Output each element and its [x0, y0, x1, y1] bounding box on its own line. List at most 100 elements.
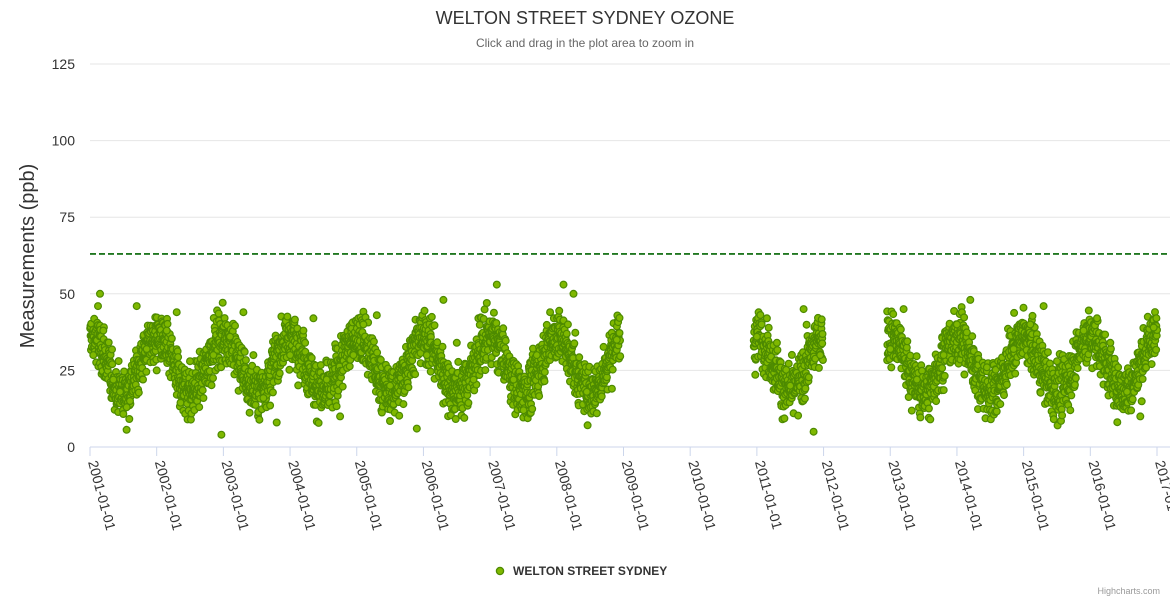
data-point-2149 [563, 320, 572, 329]
data-point-3080 [968, 332, 977, 341]
data-point-2623 [802, 320, 811, 329]
data-point-3920 [132, 302, 141, 311]
x-tick-label-2010: 2010-01-01 [685, 459, 719, 533]
data-point-3943 [399, 400, 408, 409]
x-tick-label-2014: 2014-01-01 [952, 459, 986, 533]
data-point-3420 [1043, 348, 1052, 357]
legend-marker [495, 566, 505, 576]
data-point-3961 [762, 314, 771, 323]
data-point-3967 [886, 345, 895, 354]
data-point-3925 [186, 357, 195, 366]
data-point-3962 [772, 338, 781, 347]
data-point-3983 [1106, 338, 1115, 347]
data-point-3929 [226, 332, 235, 341]
data-point-3968 [899, 305, 908, 314]
data-point-2633 [804, 373, 813, 382]
data-point-3985 [1136, 412, 1145, 421]
data-point-2045 [540, 368, 549, 377]
data-point-822 [268, 388, 277, 397]
data-point-700 [241, 356, 250, 365]
data-point-3927 [209, 351, 218, 360]
data-point-2382 [615, 313, 624, 322]
data-point-897 [285, 365, 294, 374]
data-point-1549 [430, 321, 439, 330]
x-tick-label-2004: 2004-01-01 [285, 459, 319, 533]
x-tick-label-2017: 2017-01-01 [1152, 459, 1170, 533]
data-point-3981 [1079, 326, 1088, 335]
data-point-2392 [751, 370, 760, 379]
y-tick-label-50: 50 [59, 286, 75, 302]
data-point-2557 [787, 350, 796, 359]
data-point-3554 [1073, 364, 1082, 373]
data-point-1291 [373, 348, 382, 357]
data-point-596 [218, 298, 227, 307]
data-point-1778 [481, 366, 490, 375]
data-point-887 [283, 312, 292, 321]
data-point-3526 [1067, 391, 1076, 400]
data-point-3965 [809, 427, 818, 436]
legend[interactable]: WELTON STREET SYDNEY [495, 564, 667, 578]
y-axis-label: Measurements (ppb) [17, 164, 39, 349]
legend-item-label[interactable]: WELTON STREET SYDNEY [513, 564, 667, 578]
credits-link[interactable]: Highcharts.com [1097, 586, 1160, 596]
data-point-3930 [239, 308, 248, 317]
data-point-3273 [1011, 369, 1020, 378]
data-point-3939 [349, 351, 358, 360]
data-point-150 [119, 410, 128, 419]
data-point-98 [107, 345, 116, 354]
data-point-3947 [452, 338, 461, 347]
data-point-2788 [903, 337, 912, 346]
chart-subtitle: Click and drag in the plot area to zoom … [476, 36, 694, 50]
data-point-3945 [422, 351, 431, 360]
data-point-3949 [482, 299, 491, 308]
data-point-3938 [336, 412, 345, 421]
data-point-3971 [939, 351, 948, 360]
data-point-2144 [562, 329, 571, 338]
data-point-3924 [172, 308, 181, 317]
data-point-2885 [924, 404, 933, 413]
data-point-3977 [1026, 320, 1035, 329]
data-point-2416 [756, 311, 765, 320]
data-point-238 [139, 375, 148, 384]
data-point-652 [231, 321, 240, 330]
data-point-3542 [1070, 380, 1079, 389]
data-point-1167 [345, 362, 354, 371]
data-point-3678 [1101, 330, 1110, 339]
data-point-3948 [469, 375, 478, 384]
data-point-3917 [115, 387, 124, 396]
data-point-2944 [938, 364, 947, 373]
data-point-3907 [1152, 345, 1161, 354]
y-tick-label-75: 75 [59, 209, 75, 225]
data-point-84 [104, 338, 113, 347]
data-point-3909 [1152, 314, 1161, 323]
data-point-3936 [309, 314, 318, 323]
data-point-3044 [960, 313, 969, 322]
data-point-1645 [451, 415, 460, 424]
data-point-3942 [386, 381, 395, 390]
plot-area[interactable] [86, 253, 1170, 439]
data-point-3984 [1122, 387, 1131, 396]
data-point-3605 [1084, 306, 1093, 315]
data-point-2618 [801, 384, 810, 393]
x-tick-label-2003: 2003-01-01 [218, 459, 252, 533]
data-point-396 [174, 353, 183, 362]
x-axis: 2001-01-01 2002-01-01 2003-01-01 2004-01-01… [85, 446, 1170, 533]
data-point-1532 [426, 367, 435, 376]
data-point-1504 [420, 306, 429, 315]
data-point-1432 [404, 383, 413, 392]
data-point-2381 [615, 329, 624, 338]
data-point-3963 [786, 381, 795, 390]
data-point-3933 [272, 418, 281, 427]
data-point-2808 [907, 406, 916, 415]
x-tick-label-2011: 2011-01-01 [752, 459, 786, 532]
data-point-3960 [752, 332, 761, 341]
x-tick-label-2006: 2006-01-01 [419, 459, 453, 533]
data-point-3351 [1028, 311, 1037, 320]
data-point-1858 [499, 324, 508, 333]
data-point-3978 [1039, 302, 1048, 311]
data-point-3932 [259, 394, 268, 403]
data-point-3921 [142, 345, 151, 354]
data-point-3919 [125, 397, 134, 406]
data-point-3736 [1114, 363, 1123, 372]
